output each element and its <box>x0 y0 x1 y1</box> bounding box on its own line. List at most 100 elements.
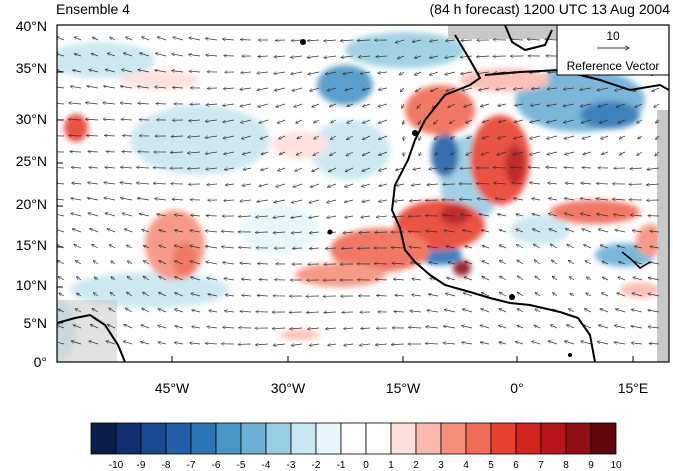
wind-vector <box>638 136 643 139</box>
wind-vector <box>563 119 575 123</box>
wind-vector <box>359 232 371 233</box>
lat-label-10n: 10°N <box>15 277 47 293</box>
wind-vector <box>443 184 456 185</box>
wind-vector <box>580 103 592 107</box>
colorbar-swatch <box>390 422 417 455</box>
lat-label-5n: 5°N <box>23 315 48 331</box>
wind-vector <box>565 183 575 184</box>
wind-vector <box>189 120 201 121</box>
wind-vector <box>613 214 626 216</box>
wind-vector <box>207 327 218 328</box>
wind-vector <box>476 183 490 184</box>
wind-vector <box>513 88 524 89</box>
wind-vector <box>137 198 150 201</box>
wind-vector <box>110 292 116 297</box>
wind-vector <box>255 232 269 233</box>
colorbar-swatch <box>240 422 267 455</box>
wind-vector <box>376 216 388 217</box>
wind-vector <box>598 103 609 107</box>
wind-vector <box>259 183 269 186</box>
wind-vector <box>242 135 252 139</box>
wind-vector <box>224 200 235 201</box>
wind-vector <box>88 151 99 152</box>
wind-vector <box>479 87 490 90</box>
wind-vector <box>205 152 218 154</box>
wind-vector <box>515 104 524 106</box>
wind-vector <box>499 325 507 329</box>
wind-vector <box>480 325 490 329</box>
wind-vector <box>92 308 99 313</box>
wind-vector <box>430 71 439 75</box>
missing-data-southwest <box>57 300 117 362</box>
wind-vector <box>121 119 133 120</box>
wind-vector <box>86 135 99 136</box>
wind-vector <box>223 39 235 40</box>
wind-vector <box>435 135 439 140</box>
wind-vector <box>495 198 507 200</box>
wind-vector <box>395 295 405 296</box>
axis-ticks <box>57 24 634 363</box>
wind-vector <box>535 309 541 313</box>
wind-vector <box>564 198 575 200</box>
wind-vector <box>273 216 286 218</box>
wind-vector <box>564 213 575 217</box>
wind-vector <box>499 245 507 249</box>
lat-label-35n: 35°N <box>15 60 47 76</box>
wind-vector <box>599 119 609 123</box>
wind-vector <box>190 246 201 249</box>
wind-vector <box>175 326 184 328</box>
wind-vector <box>159 292 167 297</box>
wind-vector <box>398 55 405 59</box>
colorbar-swatch <box>415 422 442 455</box>
wind-vector <box>534 260 541 265</box>
lon-label-0: 0° <box>510 380 524 396</box>
wind-vector <box>104 198 116 201</box>
wind-vector <box>57 199 65 200</box>
colorbar-tick-label: 1 <box>388 460 394 471</box>
wind-vector <box>517 292 524 297</box>
wind-vector <box>308 71 320 74</box>
wind-vector <box>510 39 524 40</box>
wind-vector <box>137 183 150 184</box>
wind-vector <box>138 70 150 73</box>
colorbar-swatch <box>465 422 492 455</box>
wind-vector <box>446 40 456 41</box>
wind-vector <box>312 167 320 172</box>
colorbar-tick-label: -1 <box>336 460 346 471</box>
wind-vector <box>616 103 626 107</box>
wind-vector <box>87 86 99 89</box>
wind-vector <box>564 135 575 139</box>
wind-vector <box>377 296 388 297</box>
wind-vector <box>344 344 354 345</box>
wind-vector <box>206 262 218 265</box>
wind-vector <box>419 135 421 140</box>
wind-vector <box>499 260 507 265</box>
wind-vector <box>72 183 82 184</box>
colorbar-swatch <box>365 422 392 455</box>
wind-vector <box>614 325 626 329</box>
wind-vector <box>482 246 490 249</box>
wind-vector <box>174 215 184 216</box>
wind-vector <box>121 198 133 201</box>
wind-vector <box>77 293 82 296</box>
wind-vector <box>159 245 167 249</box>
wind-vector <box>425 343 439 344</box>
wind-vector <box>530 72 541 73</box>
wind-vector <box>391 247 405 248</box>
wind-vector <box>531 104 541 106</box>
wind-vector <box>257 87 269 90</box>
wind-vector <box>427 246 439 248</box>
wind-vector <box>414 71 422 75</box>
wind-vector <box>155 199 167 200</box>
wind-vector <box>548 341 558 345</box>
wind-vector <box>465 262 473 265</box>
wind-vector <box>429 56 439 58</box>
wind-vector <box>103 119 116 120</box>
wind-vector <box>481 292 490 297</box>
wind-vector <box>92 244 99 249</box>
wind-vector <box>158 309 167 313</box>
wind-vector <box>324 312 337 313</box>
wind-vector <box>517 325 524 329</box>
wind-vector <box>569 277 575 281</box>
wind-vector <box>75 260 82 265</box>
